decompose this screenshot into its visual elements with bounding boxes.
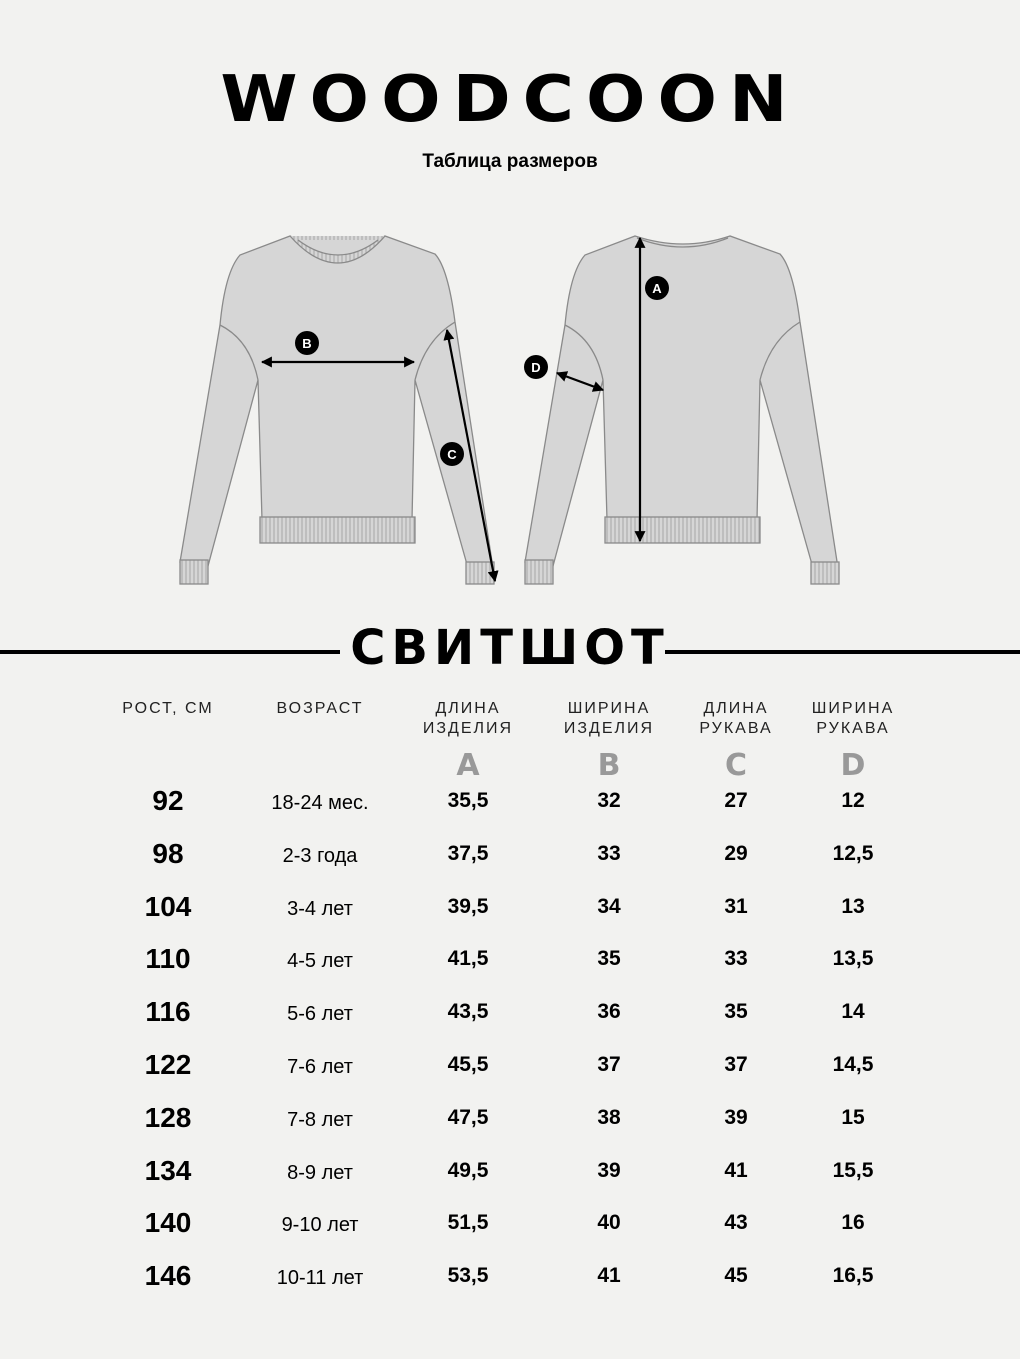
measure-cell: 16,5: [832, 1264, 874, 1288]
height-cell: 140: [144, 1207, 192, 1239]
measure-cell: 13: [841, 894, 865, 918]
measure-cell: 15,5: [832, 1158, 874, 1182]
column-header-line: РОСТ, СМ: [122, 700, 214, 717]
measure-cell: 53,5: [447, 1264, 489, 1288]
label-d: D: [531, 360, 540, 375]
measure-cell: 12,5: [832, 841, 874, 865]
age-cell: 2-3 года: [282, 844, 358, 867]
column-header: ДЛИНА РУКАВА: [699, 699, 772, 739]
column-header-line: ШИРИНА: [811, 700, 895, 717]
measure-cell: 35,5: [447, 789, 489, 812]
height-cell: 128: [144, 1101, 192, 1133]
measure-cell: 40: [597, 1211, 621, 1235]
measure-letter: D: [840, 748, 866, 783]
measure-cell: 37,5: [447, 841, 489, 865]
age-cell: 3-4 лет: [287, 897, 353, 920]
subtitle: Таблица размеров: [422, 151, 598, 172]
column-header-line: ДЛИНА: [435, 700, 501, 717]
age-cell: 7-8 лет: [287, 1108, 353, 1131]
height-cell: 104: [144, 890, 192, 922]
height-cell: 146: [144, 1260, 192, 1292]
measure-cell: 34: [597, 894, 621, 918]
column-header-line: РУКАВА: [699, 720, 773, 737]
measure-cell: 31: [724, 894, 748, 918]
sweatshirt-front: [179, 235, 495, 585]
sweatshirt-diagram: B C A D: [179, 235, 840, 585]
age-cell: 7-6 лет: [287, 1056, 353, 1078]
measure-letter: B: [597, 748, 621, 783]
measure-cell: 29: [724, 841, 748, 865]
height-cell: 122: [144, 1049, 192, 1080]
column-header-line: ИЗДЕЛИЯ: [563, 720, 655, 737]
measure-cell: 35: [597, 947, 621, 971]
column-header: ШИРИНА ИЗДЕЛИЯ: [564, 699, 654, 739]
label-a: A: [652, 281, 662, 296]
column-header-line: ДЛИНА: [703, 700, 769, 717]
measure-letter: A: [456, 748, 480, 783]
height-cell: 110: [145, 943, 191, 975]
column-header-line: ВОЗРАСТ: [276, 700, 364, 717]
measure-cell: 37: [597, 1053, 621, 1076]
age-cell: 18-24 мес.: [271, 792, 369, 814]
divider-right: [665, 650, 1020, 654]
age-cell: 9-10 лет: [281, 1214, 359, 1237]
measure-cell: 36: [597, 1000, 621, 1024]
sweatshirt-back: [524, 235, 840, 585]
measure-d-arrow: [555, 371, 605, 392]
measure-cell: 14,5: [832, 1053, 874, 1076]
column-header-line: ИЗДЕЛИЯ: [422, 720, 514, 737]
measure-cell: 41,5: [447, 947, 489, 971]
measure-c-arrow: [443, 328, 499, 583]
measure-cell: 39,5: [447, 894, 489, 918]
brand-logo: WOODCOON: [220, 61, 800, 137]
age-cell: 4-5 лет: [287, 950, 353, 973]
column-header-line: ШИРИНА: [567, 700, 651, 717]
measure-cell: 38: [597, 1105, 621, 1129]
measure-cell: 43,5: [447, 1000, 489, 1024]
measure-cell: 37: [724, 1053, 748, 1076]
measure-cell: 33: [724, 947, 748, 971]
column-header-line: РУКАВА: [816, 720, 890, 737]
measure-cell: 51,5: [447, 1211, 489, 1235]
height-cell: 92: [152, 785, 184, 816]
measure-cell: 47,5: [447, 1105, 489, 1129]
measure-cell: 12: [841, 789, 865, 812]
measure-cell: 14: [841, 1000, 865, 1024]
measure-cell: 13,5: [832, 947, 874, 971]
column-header: ВОЗРАСТ: [277, 699, 364, 719]
measure-cell: 33: [597, 841, 621, 865]
measure-cell: 45,5: [447, 1053, 489, 1076]
measure-cell: 35: [724, 1000, 748, 1024]
height-cell: 116: [145, 996, 191, 1028]
measure-cell: 45: [724, 1264, 748, 1288]
age-cell: 8-9 лет: [287, 1161, 353, 1184]
measure-cell: 27: [724, 789, 748, 812]
height-cell: 98: [152, 837, 184, 869]
measure-cell: 43: [724, 1211, 748, 1235]
column-header: ШИРИНА РУКАВА: [812, 699, 895, 739]
age-cell: 10-11 лет: [276, 1267, 364, 1290]
height-cell: 134: [144, 1154, 192, 1186]
label-c: C: [447, 447, 457, 462]
measure-cell: 49,5: [447, 1158, 489, 1182]
measure-cell: 16: [841, 1211, 865, 1235]
measure-cell: 32: [597, 789, 621, 812]
divider-left: [0, 650, 340, 654]
column-header: РОСТ, СМ: [122, 699, 213, 719]
measure-cell: 39: [724, 1105, 748, 1129]
product-title: СВИТШОТ: [350, 620, 670, 676]
measure-cell: 41: [724, 1158, 748, 1182]
measure-cell: 15: [841, 1105, 865, 1129]
age-cell: 5-6 лет: [287, 1003, 353, 1026]
label-b: B: [302, 336, 311, 351]
measure-letter: C: [724, 748, 748, 783]
measure-cell: 39: [597, 1158, 621, 1182]
measure-cell: 41: [597, 1264, 621, 1288]
column-header: ДЛИНА ИЗДЕЛИЯ: [423, 699, 513, 739]
